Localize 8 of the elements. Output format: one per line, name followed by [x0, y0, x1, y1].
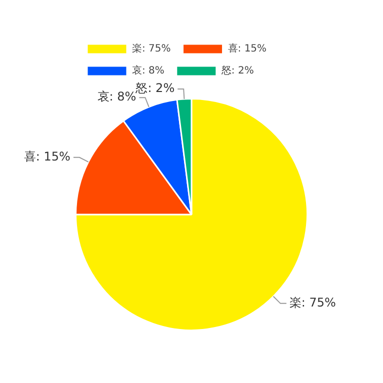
slice-label: 哀: 8% [97, 90, 136, 104]
slice-label: 怒: 2% [134, 81, 175, 96]
legend-label: 楽: 75% [132, 42, 171, 55]
legend-label: 哀: 8% [132, 64, 164, 77]
slice-label: 喜: 15% [24, 150, 70, 164]
slice-label: 楽: 75% [289, 296, 336, 310]
legend-label: 怒: 2% [220, 64, 254, 77]
legend-label: 喜: 15% [228, 42, 267, 55]
